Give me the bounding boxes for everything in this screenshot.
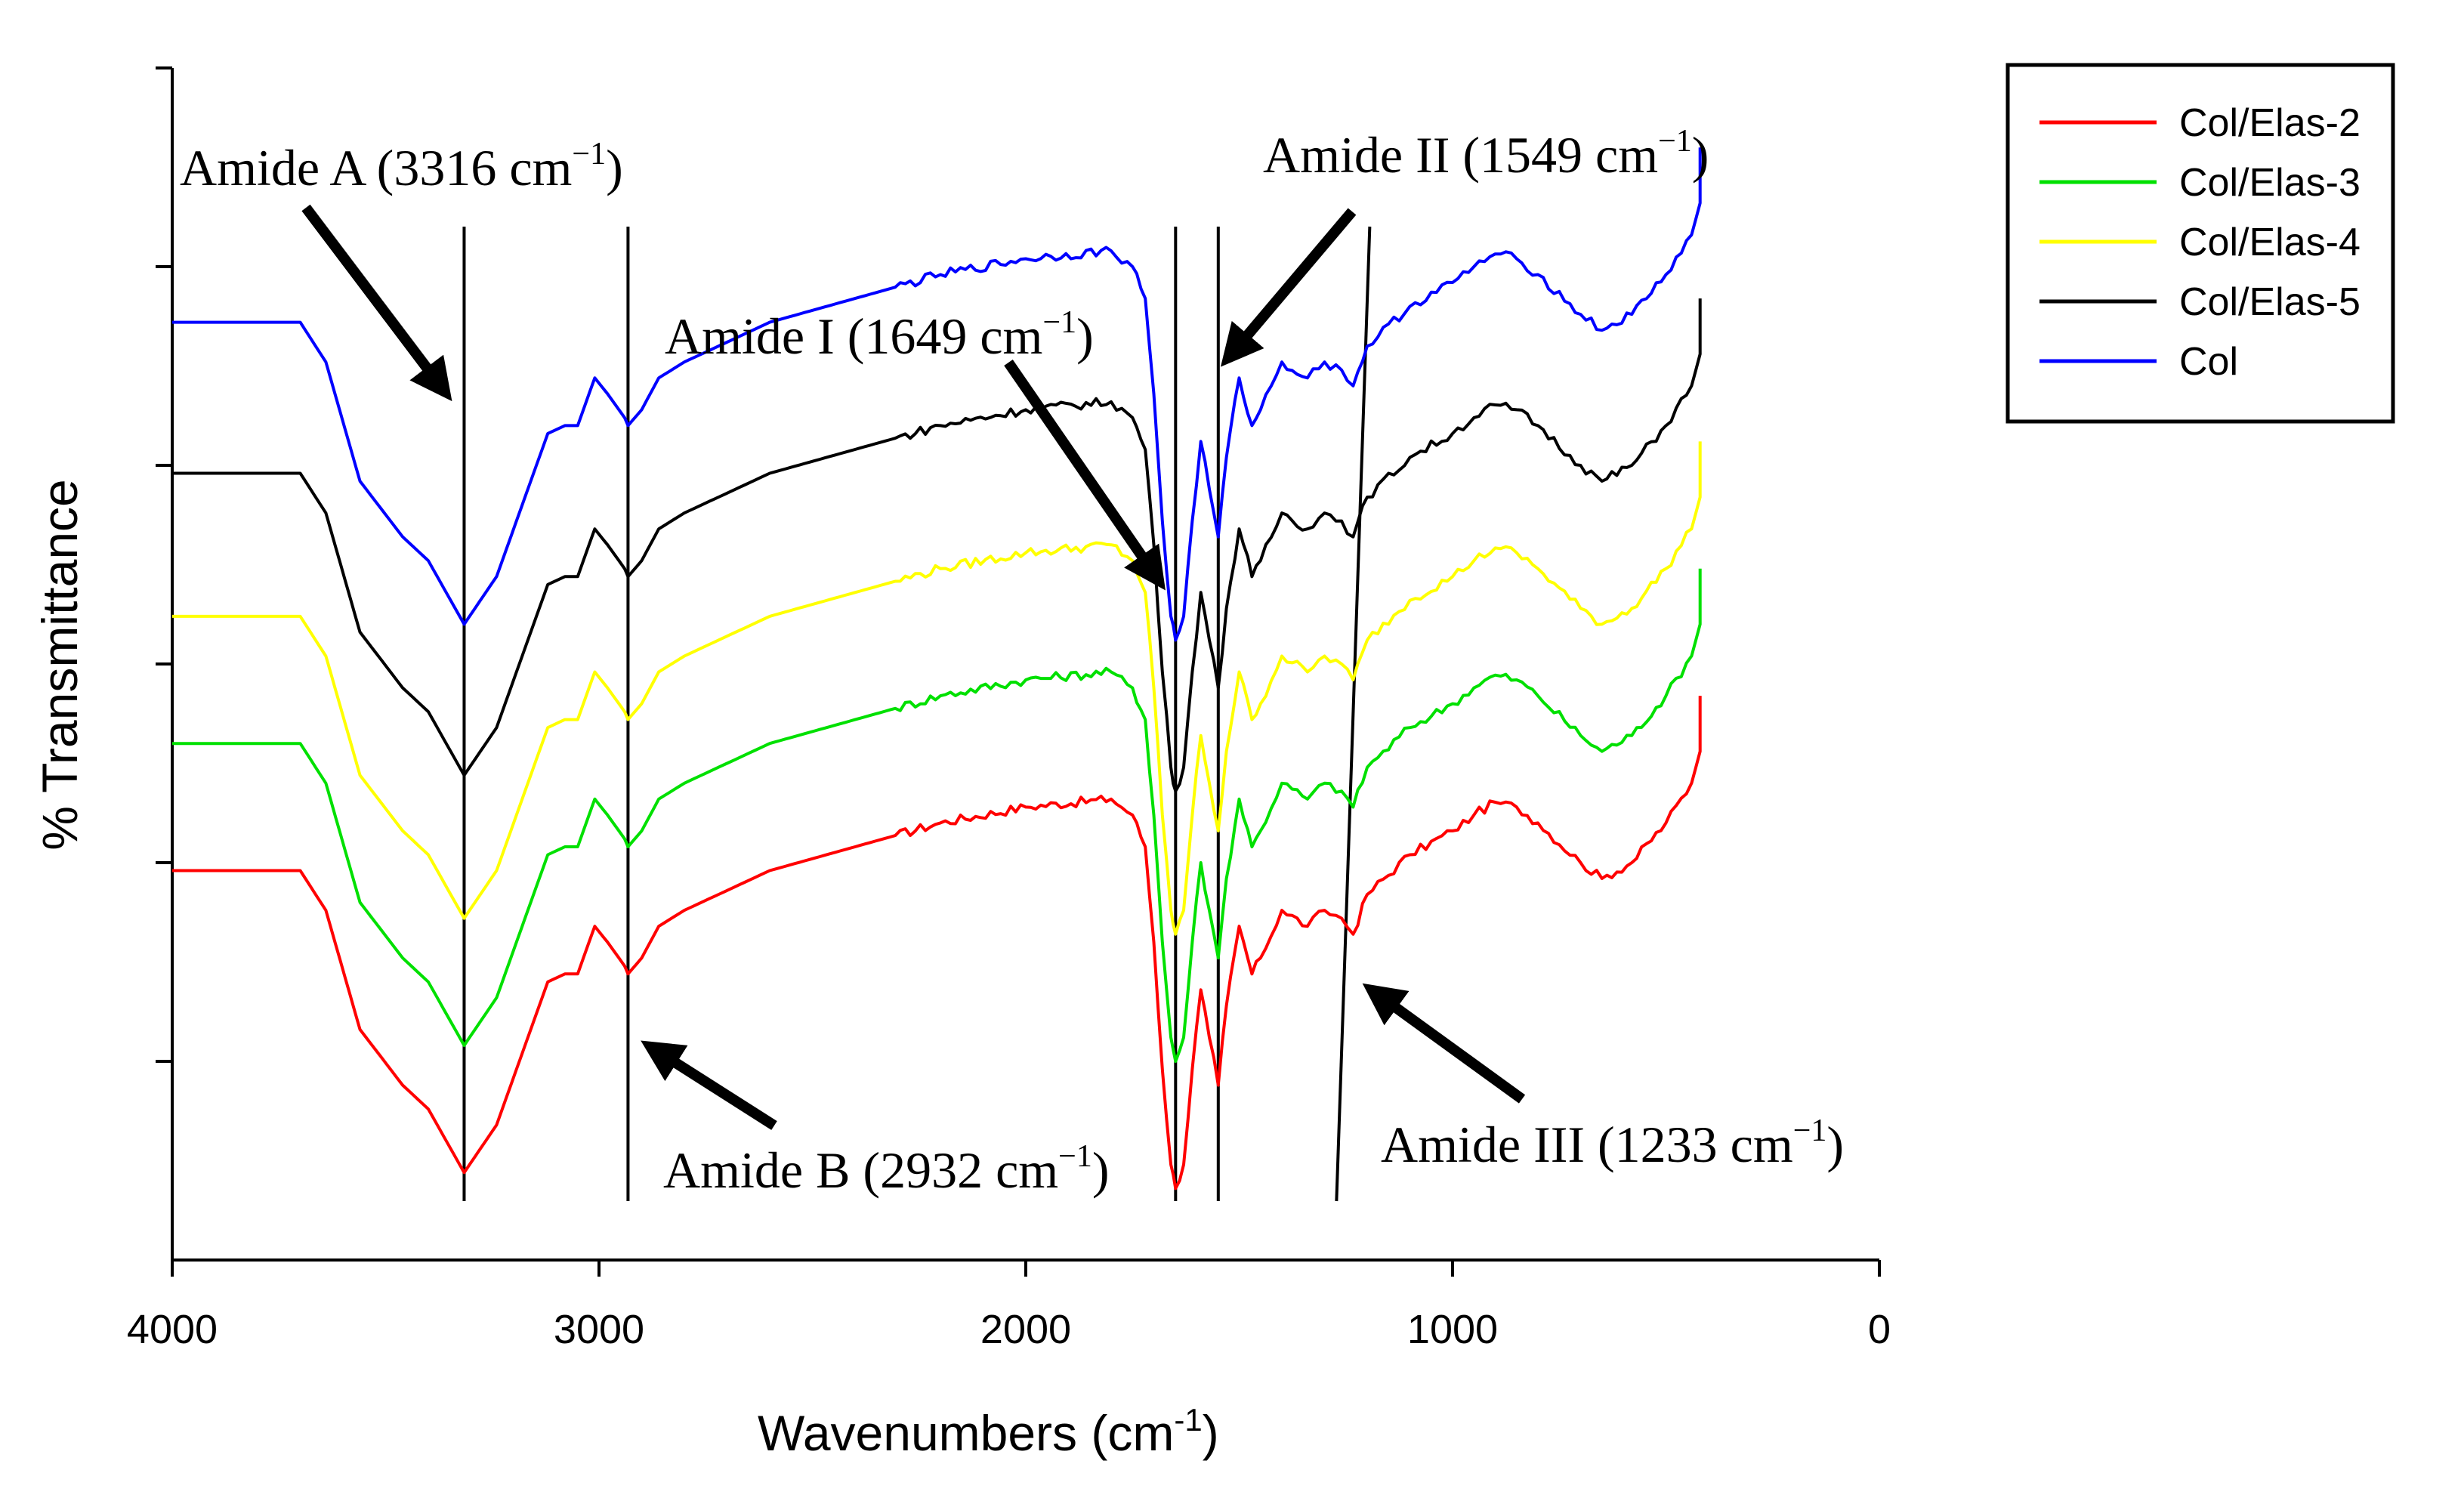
series-group [172,147,1702,1191]
series-col-elas-3 [172,568,1702,1063]
amide-a-arrow [301,204,452,402]
amide-a-label: Amide A (3316 cm−1) [180,137,623,196]
x-axis-title: Wavenumbers (cm-1) [758,1402,1219,1461]
y-ticks [156,66,172,1063]
annotation-arrows [301,204,1526,1130]
amide-i-label: Amide I (1649 cm−1) [665,305,1094,365]
amide-b-label: Amide B (2932 cm−1) [663,1139,1110,1199]
x-tick-label-4000: 4000 [127,1307,218,1352]
x-tick-label-0: 0 [1868,1307,1891,1352]
x-ticks: 4000 3000 2000 1000 0 [127,1260,1891,1352]
x-tick-label-3000: 3000 [554,1307,644,1352]
amide-ii-label: Amide II (1549 cm−1) [1263,124,1709,184]
amide-iii-line [1335,226,1372,1202]
legend-label-col-elas-4: Col/Elas-4 [2179,221,2361,264]
x-tick-label-1000: 1000 [1407,1307,1498,1352]
series-col [172,147,1702,642]
amide-i-arrow [1004,360,1166,591]
legend-label-col-elas-5: Col/Elas-5 [2179,280,2361,324]
axes: 4000 3000 2000 1000 0 [127,66,1891,1352]
legend-label-col-elas-3: Col/Elas-3 [2179,161,2361,205]
legend-items: Col/Elas-2 Col/Elas-3 Col/Elas-4 Col/Elas-5… [2039,101,2361,384]
amide-ii-arrow [1220,208,1357,367]
legend-label-col: Col [2179,340,2238,384]
series-col-elas-4 [172,441,1702,936]
annotation-labels: Amide A (3316 cm−1) Amide B (2932 cm−1) … [180,124,1844,1199]
y-axis-title: % Transmittance [32,479,88,851]
amide-b-arrow [641,1040,777,1130]
amide-iii-label: Amide III (1233 cm−1) [1381,1113,1844,1173]
legend-label-col-elas-2: Col/Elas-2 [2179,101,2361,145]
series-col-elas-5 [172,298,1702,793]
legend: Col/Elas-2 Col/Elas-3 Col/Elas-4 Col/Elas-5… [2005,63,2395,424]
x-tick-label-2000: 2000 [980,1307,1071,1352]
series-col-elas-2 [172,696,1702,1191]
amide-iii-arrow [1362,983,1526,1104]
reference-lines [462,226,1372,1202]
